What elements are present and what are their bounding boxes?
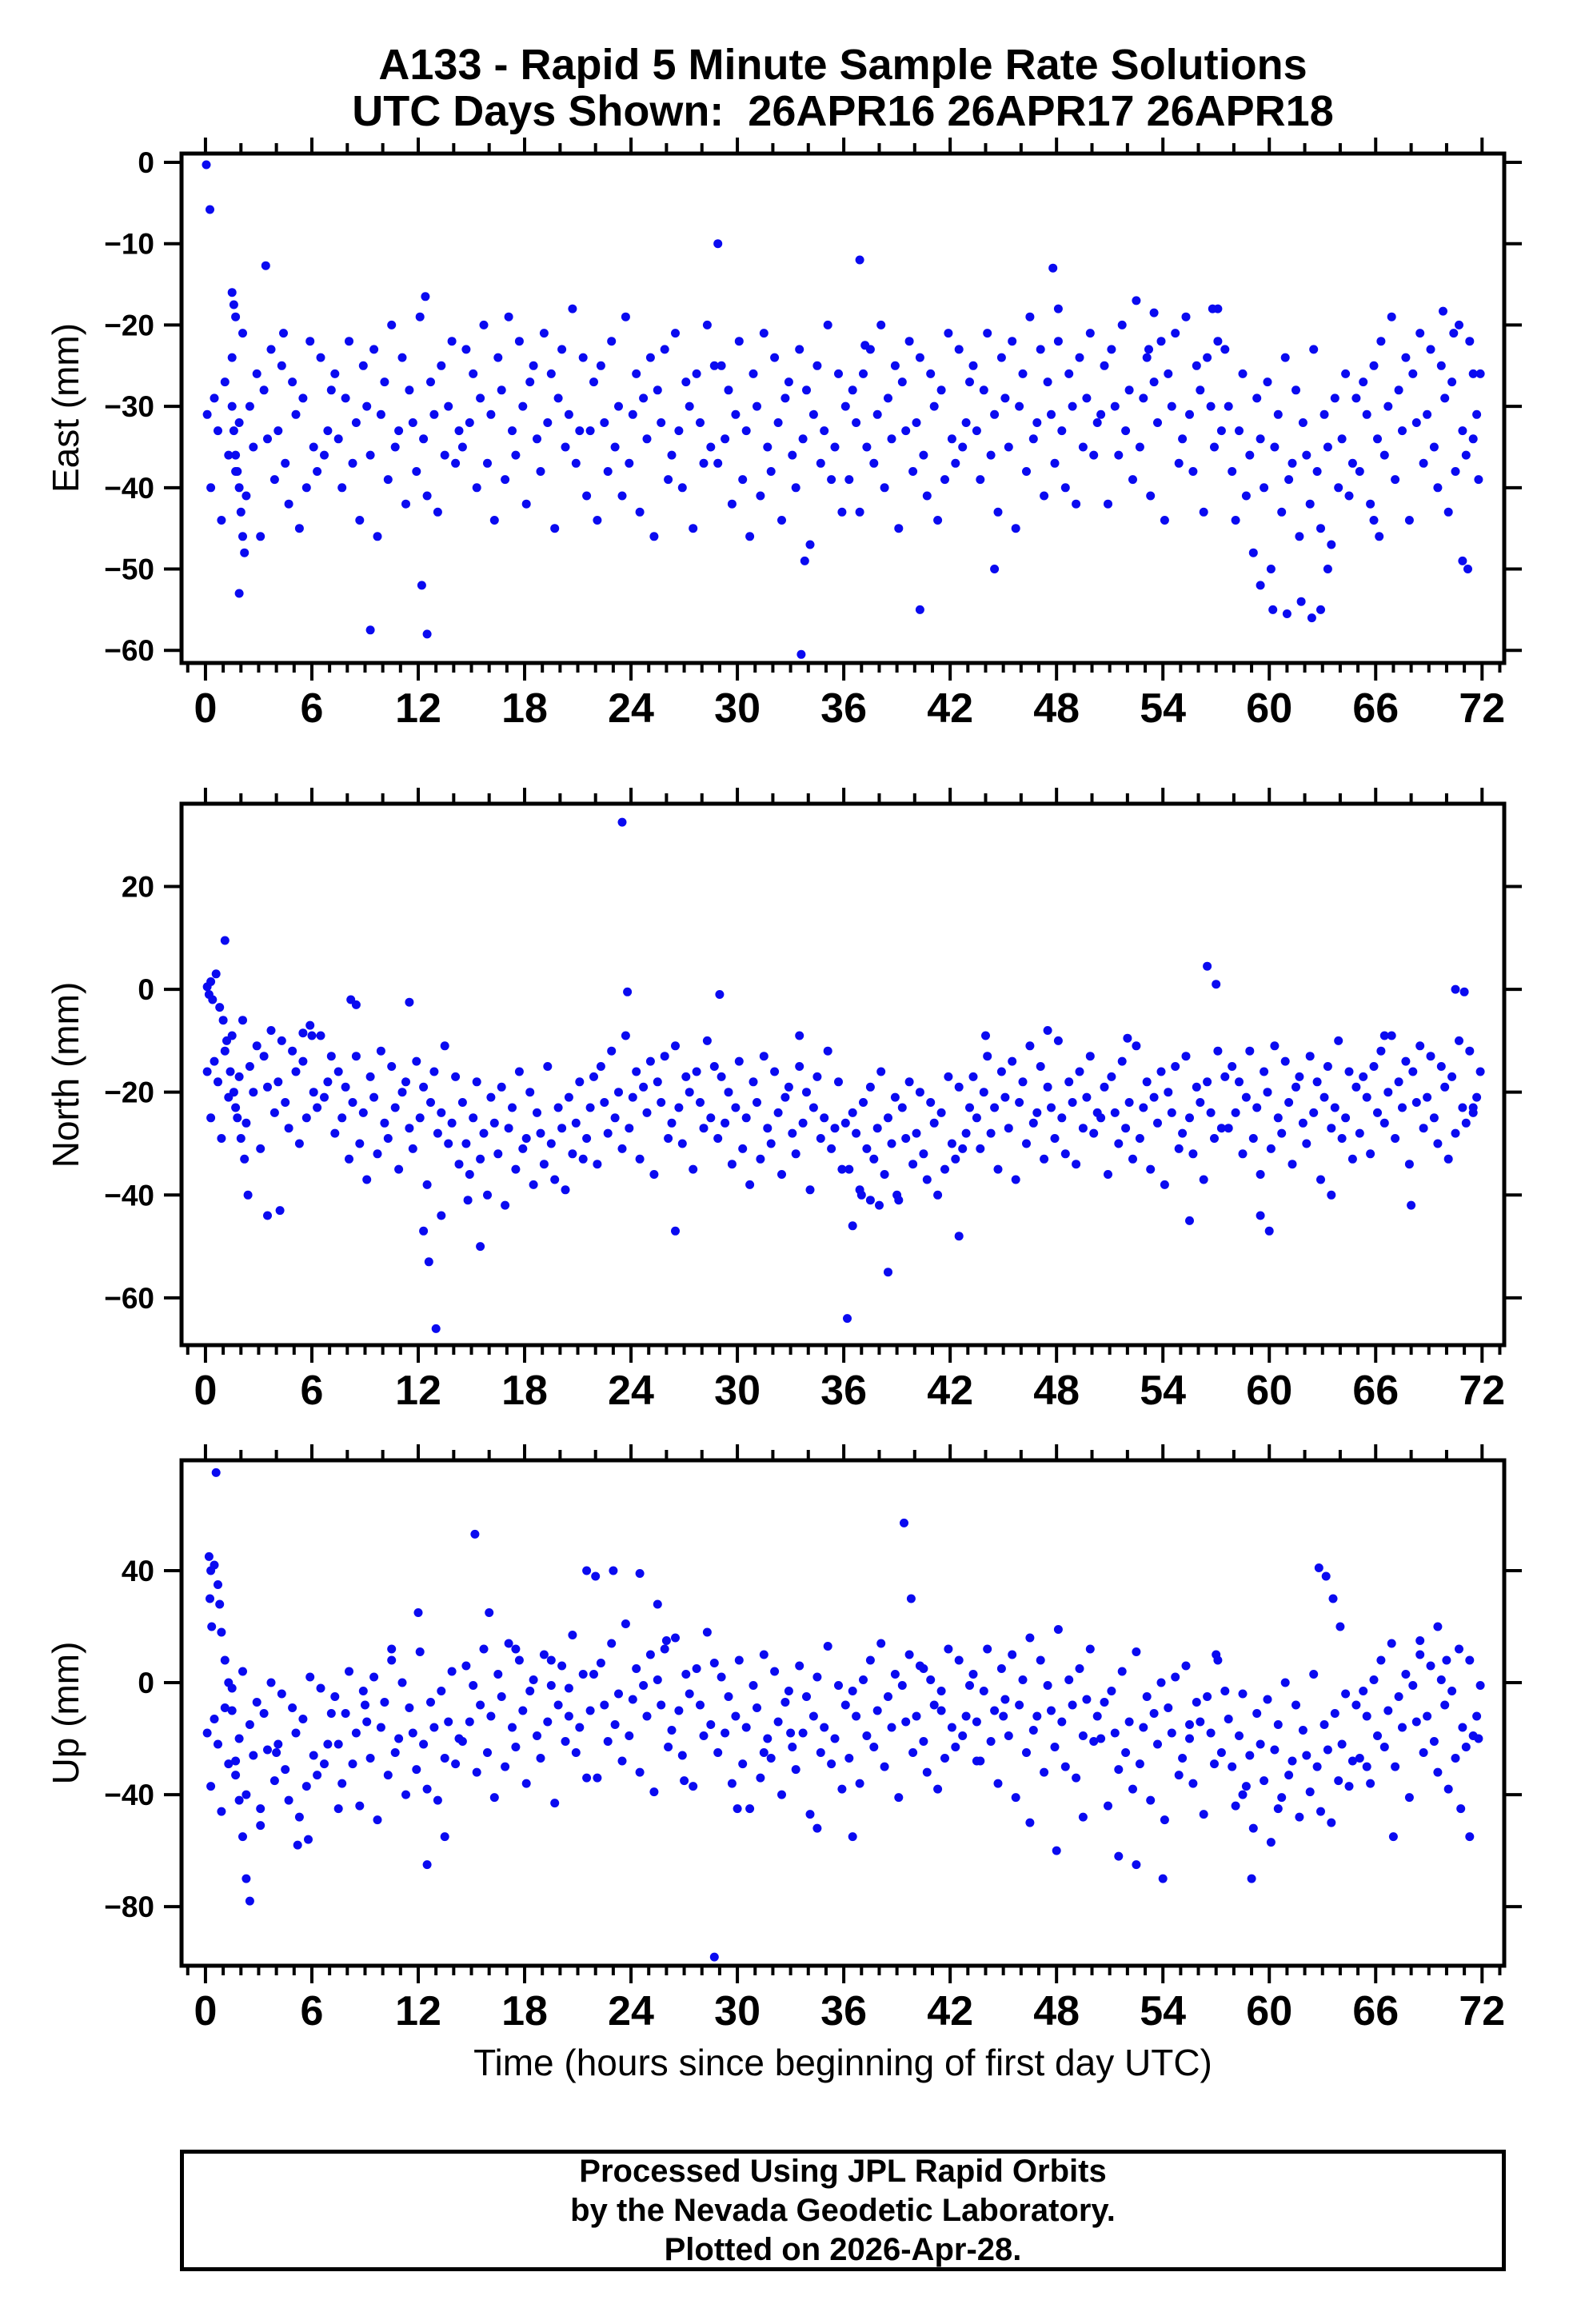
y-tick-label: −40	[104, 1179, 154, 1212]
y-tick-label: −80	[104, 1891, 154, 1923]
y-tick-label: 0	[138, 973, 154, 1006]
y-tick-label: −10	[104, 228, 154, 261]
page-title: A133 - Rapid 5 Minute Sample Rate Soluti…	[378, 41, 1308, 89]
axis-ticks	[164, 1444, 1522, 1983]
footer-line-3: Plotted on 2026-Apr-28.	[664, 2231, 1022, 2267]
x-tick-label: 6	[301, 1368, 324, 1414]
x-tick-label: 54	[1140, 1988, 1186, 2034]
x-tick-label: 18	[501, 685, 548, 732]
x-tick-label: 24	[608, 1988, 654, 2034]
x-tick-label: 6	[301, 685, 324, 732]
panel-up: 0 6 12 18 24 30 36 42 48 54 60 66 72 40 0 −40 −80	[104, 1444, 1522, 2034]
x-tick-label: 36	[820, 685, 867, 732]
x-tick-label: 66	[1352, 685, 1399, 732]
x-tick-label: 72	[1459, 1988, 1505, 2034]
x-tick-label: 12	[395, 1988, 441, 2034]
y-tick-label: −40	[104, 472, 154, 505]
x-tick-label: 36	[820, 1988, 867, 2034]
x-tick-label: 24	[608, 685, 654, 732]
panel-east: 0 6 12 18 24 30 36 42 48 54 60 66 72 0 −10 −20 −30 −40 −50…	[104, 138, 1522, 732]
y-axis-label-up: Up (mm)	[45, 1641, 86, 1785]
x-tick-label: 60	[1246, 1368, 1292, 1414]
axis-tick-labels: 0 6 12 18 24 30 36 42 48 54 60 66 72 40 0 −40 −80	[104, 1555, 1505, 2034]
y-axis-label-east: East (mm)	[45, 322, 86, 493]
x-tick-label: 24	[608, 1368, 654, 1414]
x-tick-label: 18	[501, 1368, 548, 1414]
plot-frame	[179, 801, 1507, 1348]
footer-line-2: by the Nevada Geodetic Laboratory.	[570, 2192, 1116, 2228]
data-points	[202, 1467, 1485, 1962]
x-tick-label: 42	[927, 1368, 973, 1414]
y-tick-label: 20	[122, 871, 154, 904]
x-tick-label: 6	[301, 1988, 324, 2034]
x-tick-label: 12	[395, 685, 441, 732]
y-tick-label: −30	[104, 390, 154, 423]
y-tick-label: 0	[138, 146, 154, 179]
y-tick-label: −60	[104, 1282, 154, 1315]
x-tick-label: 60	[1246, 1988, 1292, 2034]
x-tick-label: 36	[820, 1368, 867, 1414]
x-tick-label: 0	[194, 685, 217, 732]
x-tick-label: 66	[1352, 1988, 1399, 2034]
x-tick-label: 54	[1140, 685, 1186, 732]
y-tick-label: −20	[104, 1076, 154, 1109]
x-tick-label: 54	[1140, 1368, 1186, 1414]
y-tick-label: 0	[138, 1667, 154, 1699]
y-tick-label: −20	[104, 309, 154, 341]
y-tick-label: −60	[104, 634, 154, 667]
footer-box: Processed Using JPL Rapid Orbits by the …	[180, 2150, 1506, 2271]
y-tick-label: −50	[104, 553, 154, 586]
axis-ticks	[164, 788, 1522, 1363]
x-tick-label: 42	[927, 685, 973, 732]
x-tick-label: 30	[714, 1988, 761, 2034]
y-axis-label-north: North (mm)	[45, 981, 86, 1168]
x-tick-label: 48	[1033, 1988, 1080, 2034]
x-tick-label: 0	[194, 1988, 217, 2034]
panel-north: 0 6 12 18 24 30 36 42 48 54 60 66 72 20 0 −20 −40 −60	[104, 788, 1522, 1414]
axis-ticks	[164, 138, 1522, 681]
x-tick-label: 18	[501, 1988, 548, 2034]
plot-frame	[179, 1458, 1507, 1968]
x-tick-label: 30	[714, 685, 761, 732]
x-tick-label: 0	[194, 1368, 217, 1414]
x-tick-label: 72	[1459, 1368, 1505, 1414]
data-points	[202, 817, 1485, 1333]
x-tick-label: 42	[927, 1988, 973, 2034]
axis-tick-labels: 0 6 12 18 24 30 36 42 48 54 60 66 72 0 −10 −20 −30 −40 −50…	[104, 146, 1505, 732]
x-tick-label: 60	[1246, 685, 1292, 732]
y-tick-label: −40	[104, 1779, 154, 1811]
x-tick-label: 12	[395, 1368, 441, 1414]
x-tick-label: 30	[714, 1368, 761, 1414]
x-tick-label: 72	[1459, 685, 1505, 732]
x-tick-label: 66	[1352, 1368, 1399, 1414]
y-tick-label: 40	[122, 1555, 154, 1587]
x-tick-label: 48	[1033, 685, 1080, 732]
data-points	[202, 160, 1485, 659]
page-subtitle: UTC Days Shown: 26APR16 26APR17 26APR18	[352, 87, 1334, 135]
footer-line-1: Processed Using JPL Rapid Orbits	[579, 2153, 1107, 2189]
x-axis-label: Time (hours since beginning of first day…	[473, 2042, 1212, 2083]
x-tick-label: 48	[1033, 1368, 1080, 1414]
axis-tick-labels: 0 6 12 18 24 30 36 42 48 54 60 66 72 20 0 −20 −40 −60	[104, 871, 1505, 1414]
